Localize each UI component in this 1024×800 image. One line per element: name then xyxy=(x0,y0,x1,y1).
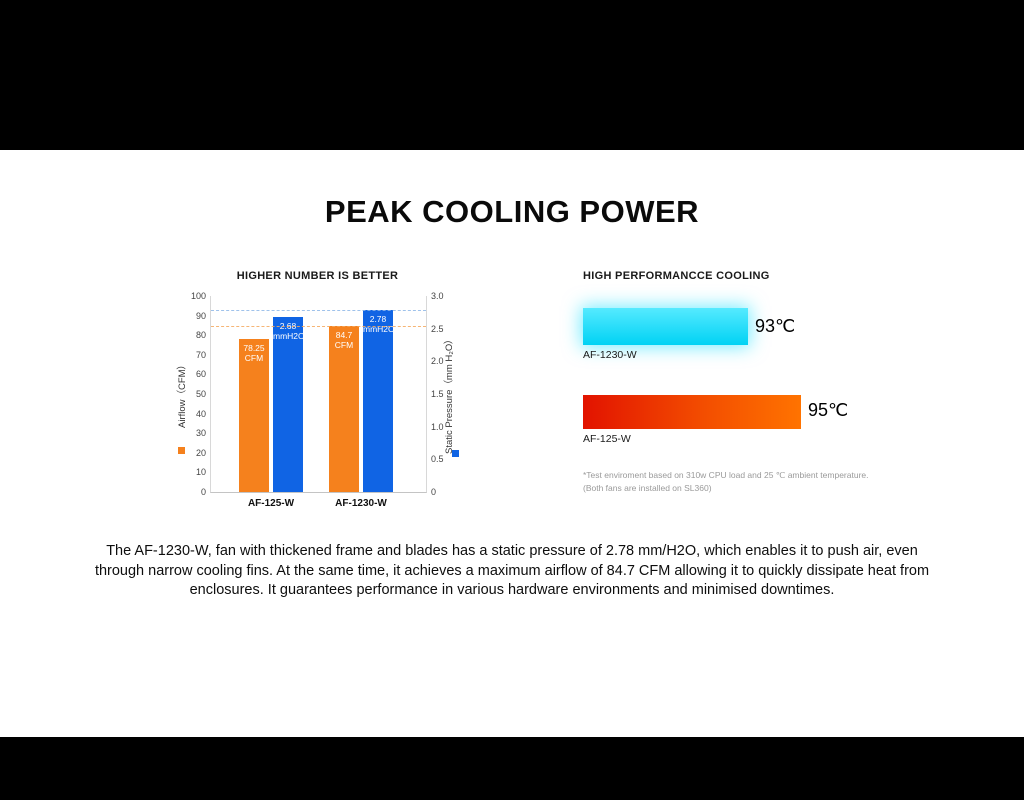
chart-title: HIGHER NUMBER IS BETTER xyxy=(236,270,399,282)
thermal-bar-af1230w xyxy=(583,308,748,345)
bar-value-label: 84.7 CFM xyxy=(334,330,354,350)
right-axis-tick: 2.0 xyxy=(431,356,444,367)
content-panel: PEAK COOLING POWER HIGHER NUMBER IS BETT… xyxy=(0,150,1024,737)
footnote-line2: (Both fans are installed on SL360) xyxy=(583,483,712,493)
left-axis-tick: 70 xyxy=(195,349,206,360)
bar-value-label: 78.25 CFM xyxy=(243,342,265,363)
bar-af-1230-w-airflow: 84.7 CFM xyxy=(329,326,359,492)
reference-line-left xyxy=(211,325,426,327)
right-axis-tick: 0.5 xyxy=(431,454,444,465)
right-axis-tick: 3.0 xyxy=(431,291,444,301)
left-axis-tick: 100 xyxy=(190,291,206,301)
page-title: PEAK COOLING POWER xyxy=(324,194,700,229)
description-paragraph: The AF-1230-W, fan with thickened frame … xyxy=(94,543,930,598)
bar-value-label: 2.68 mmH2O xyxy=(273,320,305,341)
right-axis-label: Static Pressure（mm H₂O） xyxy=(444,334,455,454)
right-axis-tick: 2.5 xyxy=(431,323,444,334)
bar-value-label: 2.78 mmH2O xyxy=(363,314,395,335)
left-axis-tick: 20 xyxy=(195,447,206,458)
left-axis-tick: 90 xyxy=(195,310,206,321)
right-axis-tick: 1.0 xyxy=(431,421,444,432)
temp-value-af125w: 95℃ xyxy=(808,400,849,420)
left-axis-tick: 40 xyxy=(195,408,206,419)
thermal-title: HIGH PERFORMANCCE COOLING xyxy=(583,270,770,282)
reference-line-right xyxy=(211,310,426,312)
bar-af-1230-w-static-pressure: 2.78 mmH2O xyxy=(363,310,395,492)
bar-af-125-w-static-pressure: 2.68 mmH2O xyxy=(273,316,305,492)
right-axis-tick: 1.5 xyxy=(431,389,444,399)
left-axis-tick: 80 xyxy=(195,330,206,341)
bar-chart-plot: 100 90 80 70 60 50 40 30 20 10 0 3.0 2.5 2.0 1.5 1.0 0.5… xyxy=(191,291,444,509)
fan-label-af125w: AF-125-W xyxy=(583,433,631,445)
fan-label-af1230w: AF-1230-W xyxy=(583,349,637,361)
left-axis-label: Airflow（CFM） xyxy=(177,359,188,429)
temp-value-af1230w: 93℃ xyxy=(755,316,796,336)
thermal-bar-af125w xyxy=(583,395,801,429)
right-axis-tick: 0 xyxy=(431,487,437,497)
footnote-line1: *Test enviroment based on 310w CPU load … xyxy=(583,470,869,480)
bar-af-125-w-airflow: 78.25 CFM xyxy=(239,338,269,492)
left-axis-tick: 50 xyxy=(195,389,206,399)
pressure-legend-swatch xyxy=(452,450,459,457)
left-axis-tick: 0 xyxy=(200,487,206,497)
left-axis-tick: 60 xyxy=(195,369,206,380)
left-axis-tick: 10 xyxy=(195,467,206,478)
category-label-af-125-w: AF-125-W xyxy=(247,498,295,509)
airflow-legend-swatch xyxy=(178,447,185,454)
category-label-af-1230-w: AF-1230-W xyxy=(335,498,387,509)
left-axis-tick: 30 xyxy=(195,428,206,439)
